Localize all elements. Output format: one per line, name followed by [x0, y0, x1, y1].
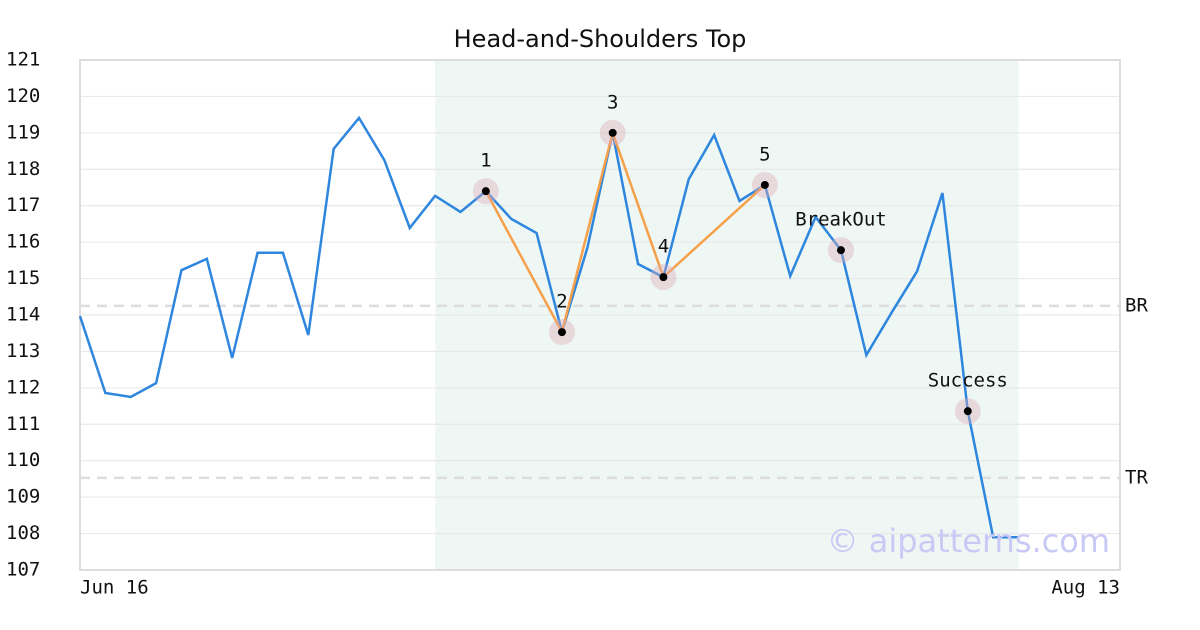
- point-marker: [557, 328, 566, 337]
- x-tick-label: Aug 13: [1051, 577, 1120, 599]
- point-marker: [760, 180, 769, 189]
- watermark: © aipatterns.com: [827, 522, 1110, 560]
- y-tick-label: 119: [6, 121, 40, 143]
- level-label: BR: [1125, 294, 1148, 316]
- x-tick-label: Jun 16: [80, 577, 149, 599]
- y-tick-label: 107: [6, 559, 40, 581]
- point-label: 2: [556, 291, 567, 313]
- point-marker: [481, 187, 490, 196]
- chart-title: Head-and-Shoulders Top: [454, 25, 747, 53]
- y-tick-label: 115: [6, 267, 40, 289]
- y-tick-label: 112: [6, 376, 40, 398]
- y-tick-label: 117: [6, 194, 40, 216]
- point-marker: [963, 407, 972, 416]
- y-tick-label: 108: [6, 522, 40, 544]
- y-tick-label: 113: [6, 340, 40, 362]
- point-label: BreakOut: [795, 209, 887, 231]
- point-label: 3: [607, 91, 618, 113]
- point-marker: [659, 273, 668, 282]
- y-tick-label: 109: [6, 486, 40, 508]
- y-tick-label: 111: [6, 413, 40, 435]
- y-tick-label: 118: [6, 158, 40, 180]
- level-label: TR: [1125, 466, 1148, 488]
- price-line: [78, 115, 1019, 539]
- point-label: 5: [759, 143, 770, 165]
- y-tick-label: 121: [6, 49, 40, 71]
- point-label: 4: [658, 236, 669, 258]
- y-tick-label: 114: [6, 304, 40, 326]
- y-tick-label: 116: [6, 231, 40, 253]
- y-tick-label: 120: [6, 85, 40, 107]
- point-marker: [836, 246, 845, 255]
- point-label: 1: [480, 150, 491, 172]
- point-marker: [608, 128, 617, 137]
- plot-frame: [79, 59, 1121, 571]
- y-tick-label: 110: [6, 449, 40, 471]
- point-label: Success: [928, 370, 1008, 392]
